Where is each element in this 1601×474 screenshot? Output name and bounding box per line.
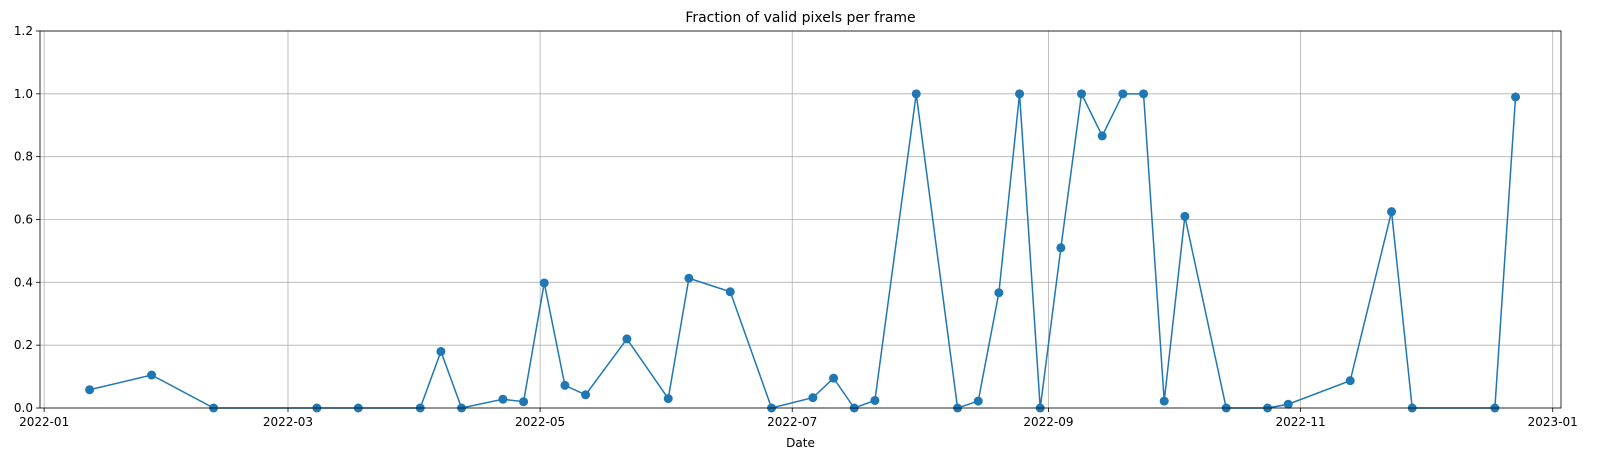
- x-tick-label: 2022-07: [767, 415, 817, 429]
- data-point: [1077, 89, 1087, 99]
- data-point: [1139, 89, 1149, 99]
- data-point: [539, 278, 549, 288]
- data-point: [1097, 131, 1107, 141]
- data-point: [85, 385, 95, 395]
- data-point: [808, 393, 818, 403]
- x-tick-label: 2022-09: [1023, 415, 1073, 429]
- y-tick-label: 0.8: [14, 150, 33, 164]
- data-point: [1180, 211, 1190, 221]
- y-tick-label: 0.2: [14, 338, 33, 352]
- data-point: [498, 394, 508, 404]
- grid: [40, 30, 1561, 409]
- data-point: [725, 287, 735, 297]
- y-tick-label: 1.2: [14, 24, 33, 38]
- chart-title: Fraction of valid pixels per frame: [685, 10, 915, 26]
- data-point: [870, 395, 880, 405]
- data-point: [147, 370, 157, 380]
- data-point: [1387, 207, 1397, 217]
- data-point: [1159, 396, 1169, 406]
- data-point: [519, 397, 529, 407]
- x-tick-label: 2023-01: [1528, 415, 1578, 429]
- ticks: 2022-01 2022-03 2022-05 2022-07 2022-09 2022-…: [14, 24, 1578, 429]
- y-tick-label: 0.0: [14, 401, 33, 415]
- x-tick-label: 2022-05: [515, 415, 565, 429]
- y-tick-label: 0.4: [14, 275, 33, 289]
- data-point: [973, 396, 983, 406]
- data-point: [994, 288, 1004, 298]
- data-point: [560, 380, 570, 390]
- data-point: [684, 273, 694, 283]
- series-layer: [85, 89, 1521, 413]
- data-point: [1283, 399, 1293, 409]
- data-point: [1056, 243, 1066, 253]
- data-point: [1118, 89, 1128, 99]
- data-point: [1511, 92, 1521, 102]
- series-line: [89, 91, 1517, 409]
- data-point: [1015, 89, 1025, 99]
- x-tick-label: 2022-03: [263, 415, 313, 429]
- data-point: [1345, 376, 1355, 386]
- data-point: [663, 394, 673, 404]
- x-tick-label: 2022-11: [1276, 415, 1326, 429]
- x-tick-label: 2022-01: [19, 415, 69, 429]
- y-tick-label: 1.0: [14, 87, 33, 101]
- data-point: [436, 346, 446, 356]
- data-point: [581, 390, 591, 400]
- data-point: [622, 334, 632, 344]
- x-axis-label: Date: [786, 436, 815, 450]
- data-point: [911, 89, 921, 99]
- y-tick-label: 0.6: [14, 213, 33, 227]
- data-point: [829, 373, 839, 383]
